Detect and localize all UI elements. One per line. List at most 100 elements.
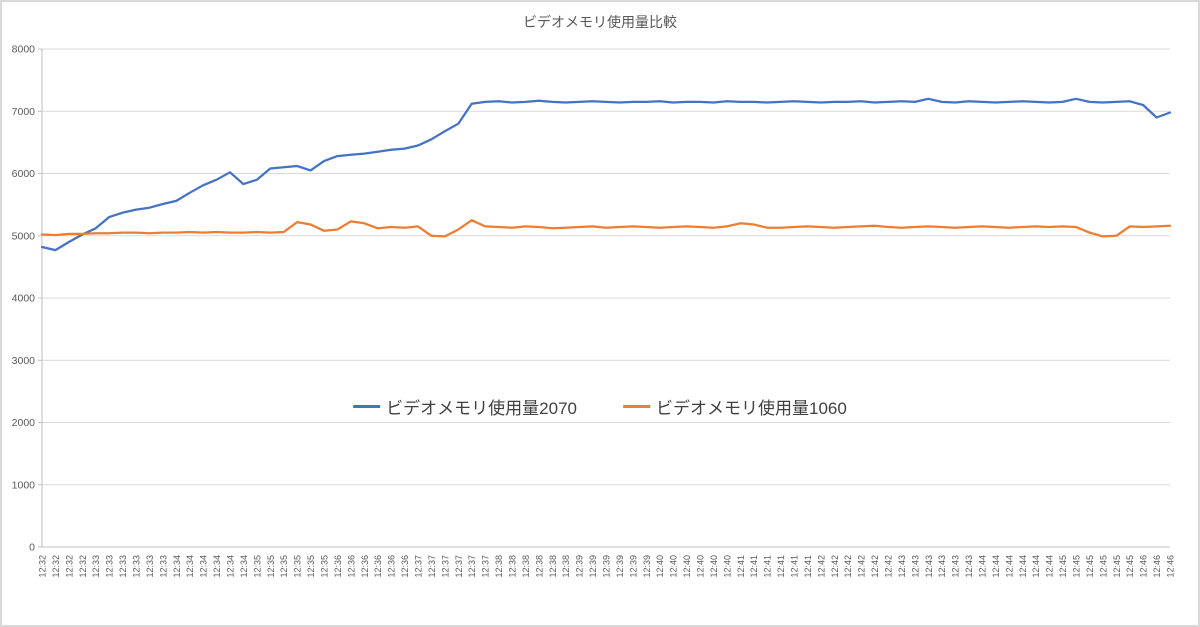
legend-label-1060: ビデオメモリ使用量1060 (656, 399, 847, 418)
x-axis-label: 12:45 (1058, 555, 1068, 578)
x-axis-label: 12:34 (185, 555, 195, 578)
legend-swatch-1060 (623, 405, 650, 408)
x-axis-label: 12:41 (736, 555, 746, 578)
x-axis-label: 12:37 (414, 555, 424, 578)
x-axis-label: 12:43 (897, 555, 907, 578)
x-axis-label: 12:40 (696, 555, 706, 578)
x-axis-label: 12:43 (910, 555, 920, 578)
x-axis-label: 12:42 (816, 555, 826, 578)
legend-item-2070[interactable]: ビデオメモリ使用量2070 (353, 394, 577, 419)
x-axis-label: 12:45 (1112, 555, 1122, 578)
x-axis-label: 12:39 (628, 555, 638, 578)
y-axis-label: 3000 (12, 355, 36, 367)
x-axis-label: 12:33 (158, 555, 168, 578)
legend-label-2070: ビデオメモリ使用量2070 (386, 399, 577, 418)
x-axis-label: 12:36 (333, 555, 343, 578)
x-axis-label: 12:35 (252, 555, 262, 578)
x-axis-label: 12:32 (64, 555, 74, 578)
x-axis-label: 12:43 (924, 555, 934, 578)
x-axis-label: 12:44 (1004, 555, 1014, 578)
x-axis-label: 12:39 (615, 555, 625, 578)
x-axis-label: 12:41 (749, 555, 759, 578)
x-axis-label: 12:40 (722, 555, 732, 578)
x-axis-label: 12:42 (870, 555, 880, 578)
x-axis-label: 12:39 (588, 555, 598, 578)
x-axis-label: 12:37 (481, 555, 491, 578)
x-axis-label: 12:45 (1072, 555, 1082, 578)
x-axis-label: 12:44 (1018, 555, 1028, 578)
x-axis-label: 12:45 (1098, 555, 1108, 578)
y-axis-label: 6000 (12, 168, 36, 180)
x-axis-label: 12:34 (239, 555, 249, 578)
x-axis-label: 12:37 (440, 555, 450, 578)
x-axis-label: 12:38 (548, 555, 558, 578)
x-axis-label: 12:46 (1152, 555, 1162, 578)
chart-legend: ビデオメモリ使用量2070 ビデオメモリ使用量1060 (353, 394, 847, 419)
x-axis-label: 12:42 (884, 555, 894, 578)
x-axis-label: 12:39 (602, 555, 612, 578)
x-axis-label: 12:33 (145, 555, 155, 578)
chart-title: ビデオメモリ使用量比較 (523, 14, 677, 30)
y-axis-label: 7000 (12, 106, 36, 118)
x-axis-label: 12:46 (1166, 555, 1176, 578)
x-axis-label: 12:36 (373, 555, 383, 578)
x-axis-label: 12:33 (118, 555, 128, 578)
y-axis-label: 5000 (12, 230, 36, 242)
x-axis-label: 12:38 (508, 555, 518, 578)
x-axis-label: 12:40 (709, 555, 719, 578)
x-axis-label: 12:45 (1085, 555, 1095, 578)
x-axis-label: 12:34 (226, 555, 236, 578)
series-line-1060[interactable] (40, 219, 1172, 238)
x-axis-label: 12:38 (561, 555, 571, 578)
x-axis-label: 12:36 (360, 555, 370, 578)
x-axis-label: 12:34 (212, 555, 222, 578)
x-axis-label: 12:39 (642, 555, 652, 578)
legend-swatch-2070 (353, 405, 381, 408)
x-axis-label: 12:35 (320, 555, 330, 578)
x-axis-label: 12:42 (857, 555, 867, 578)
x-axis-label: 12:35 (306, 555, 316, 578)
x-axis-label: 12:32 (38, 555, 48, 578)
x-axis-label: 12:41 (790, 555, 800, 578)
x-axis-label: 12:46 (1139, 555, 1149, 578)
x-axis-label: 12:36 (400, 555, 410, 578)
x-axis-label: 12:43 (951, 555, 961, 578)
x-axis-label: 12:42 (830, 555, 840, 578)
x-axis-label: 12:45 (1125, 555, 1135, 578)
x-axis-label: 12:41 (763, 555, 773, 578)
x-axis-label: 12:38 (521, 555, 531, 578)
y-axis-label: 1000 (12, 479, 36, 491)
x-axis-label: 12:36 (346, 555, 356, 578)
x-axis-label: 12:41 (803, 555, 813, 578)
y-axis-label: 8000 (12, 44, 36, 56)
y-axis-label: 0 (29, 542, 35, 554)
x-axis-label: 12:40 (669, 555, 679, 578)
x-axis-label: 12:44 (1031, 555, 1041, 578)
x-axis-label: 12:40 (682, 555, 692, 578)
x-axis-label: 12:38 (494, 555, 504, 578)
x-axis-label: 12:33 (132, 555, 142, 578)
x-axis-label: 12:35 (266, 555, 276, 578)
legend-item-1060[interactable]: ビデオメモリ使用量1060 (623, 394, 847, 419)
x-axis-label: 12:32 (51, 555, 61, 578)
x-axis-label: 12:44 (1045, 555, 1055, 578)
x-axis-label: 12:41 (776, 555, 786, 578)
x-axis-label: 12:36 (387, 555, 397, 578)
x-axis-label: 12:37 (467, 555, 477, 578)
x-axis-label: 12:44 (991, 555, 1001, 578)
x-axis-label: 12:38 (534, 555, 544, 578)
x-axis-label: 12:34 (199, 555, 209, 578)
x-axis-label: 12:42 (843, 555, 853, 578)
x-axis-label: 12:44 (978, 555, 988, 578)
x-axis-label: 12:34 (172, 555, 182, 578)
y-axis-label: 4000 (12, 293, 36, 305)
x-axis-label: 12:37 (454, 555, 464, 578)
y-axis-label: 2000 (12, 417, 36, 429)
x-axis-label: 12:35 (293, 555, 303, 578)
x-axis-label: 12:37 (427, 555, 437, 578)
series-line-2070[interactable] (40, 97, 1172, 252)
x-axis-label: 12:35 (279, 555, 289, 578)
x-axis-label: 12:43 (964, 555, 974, 578)
